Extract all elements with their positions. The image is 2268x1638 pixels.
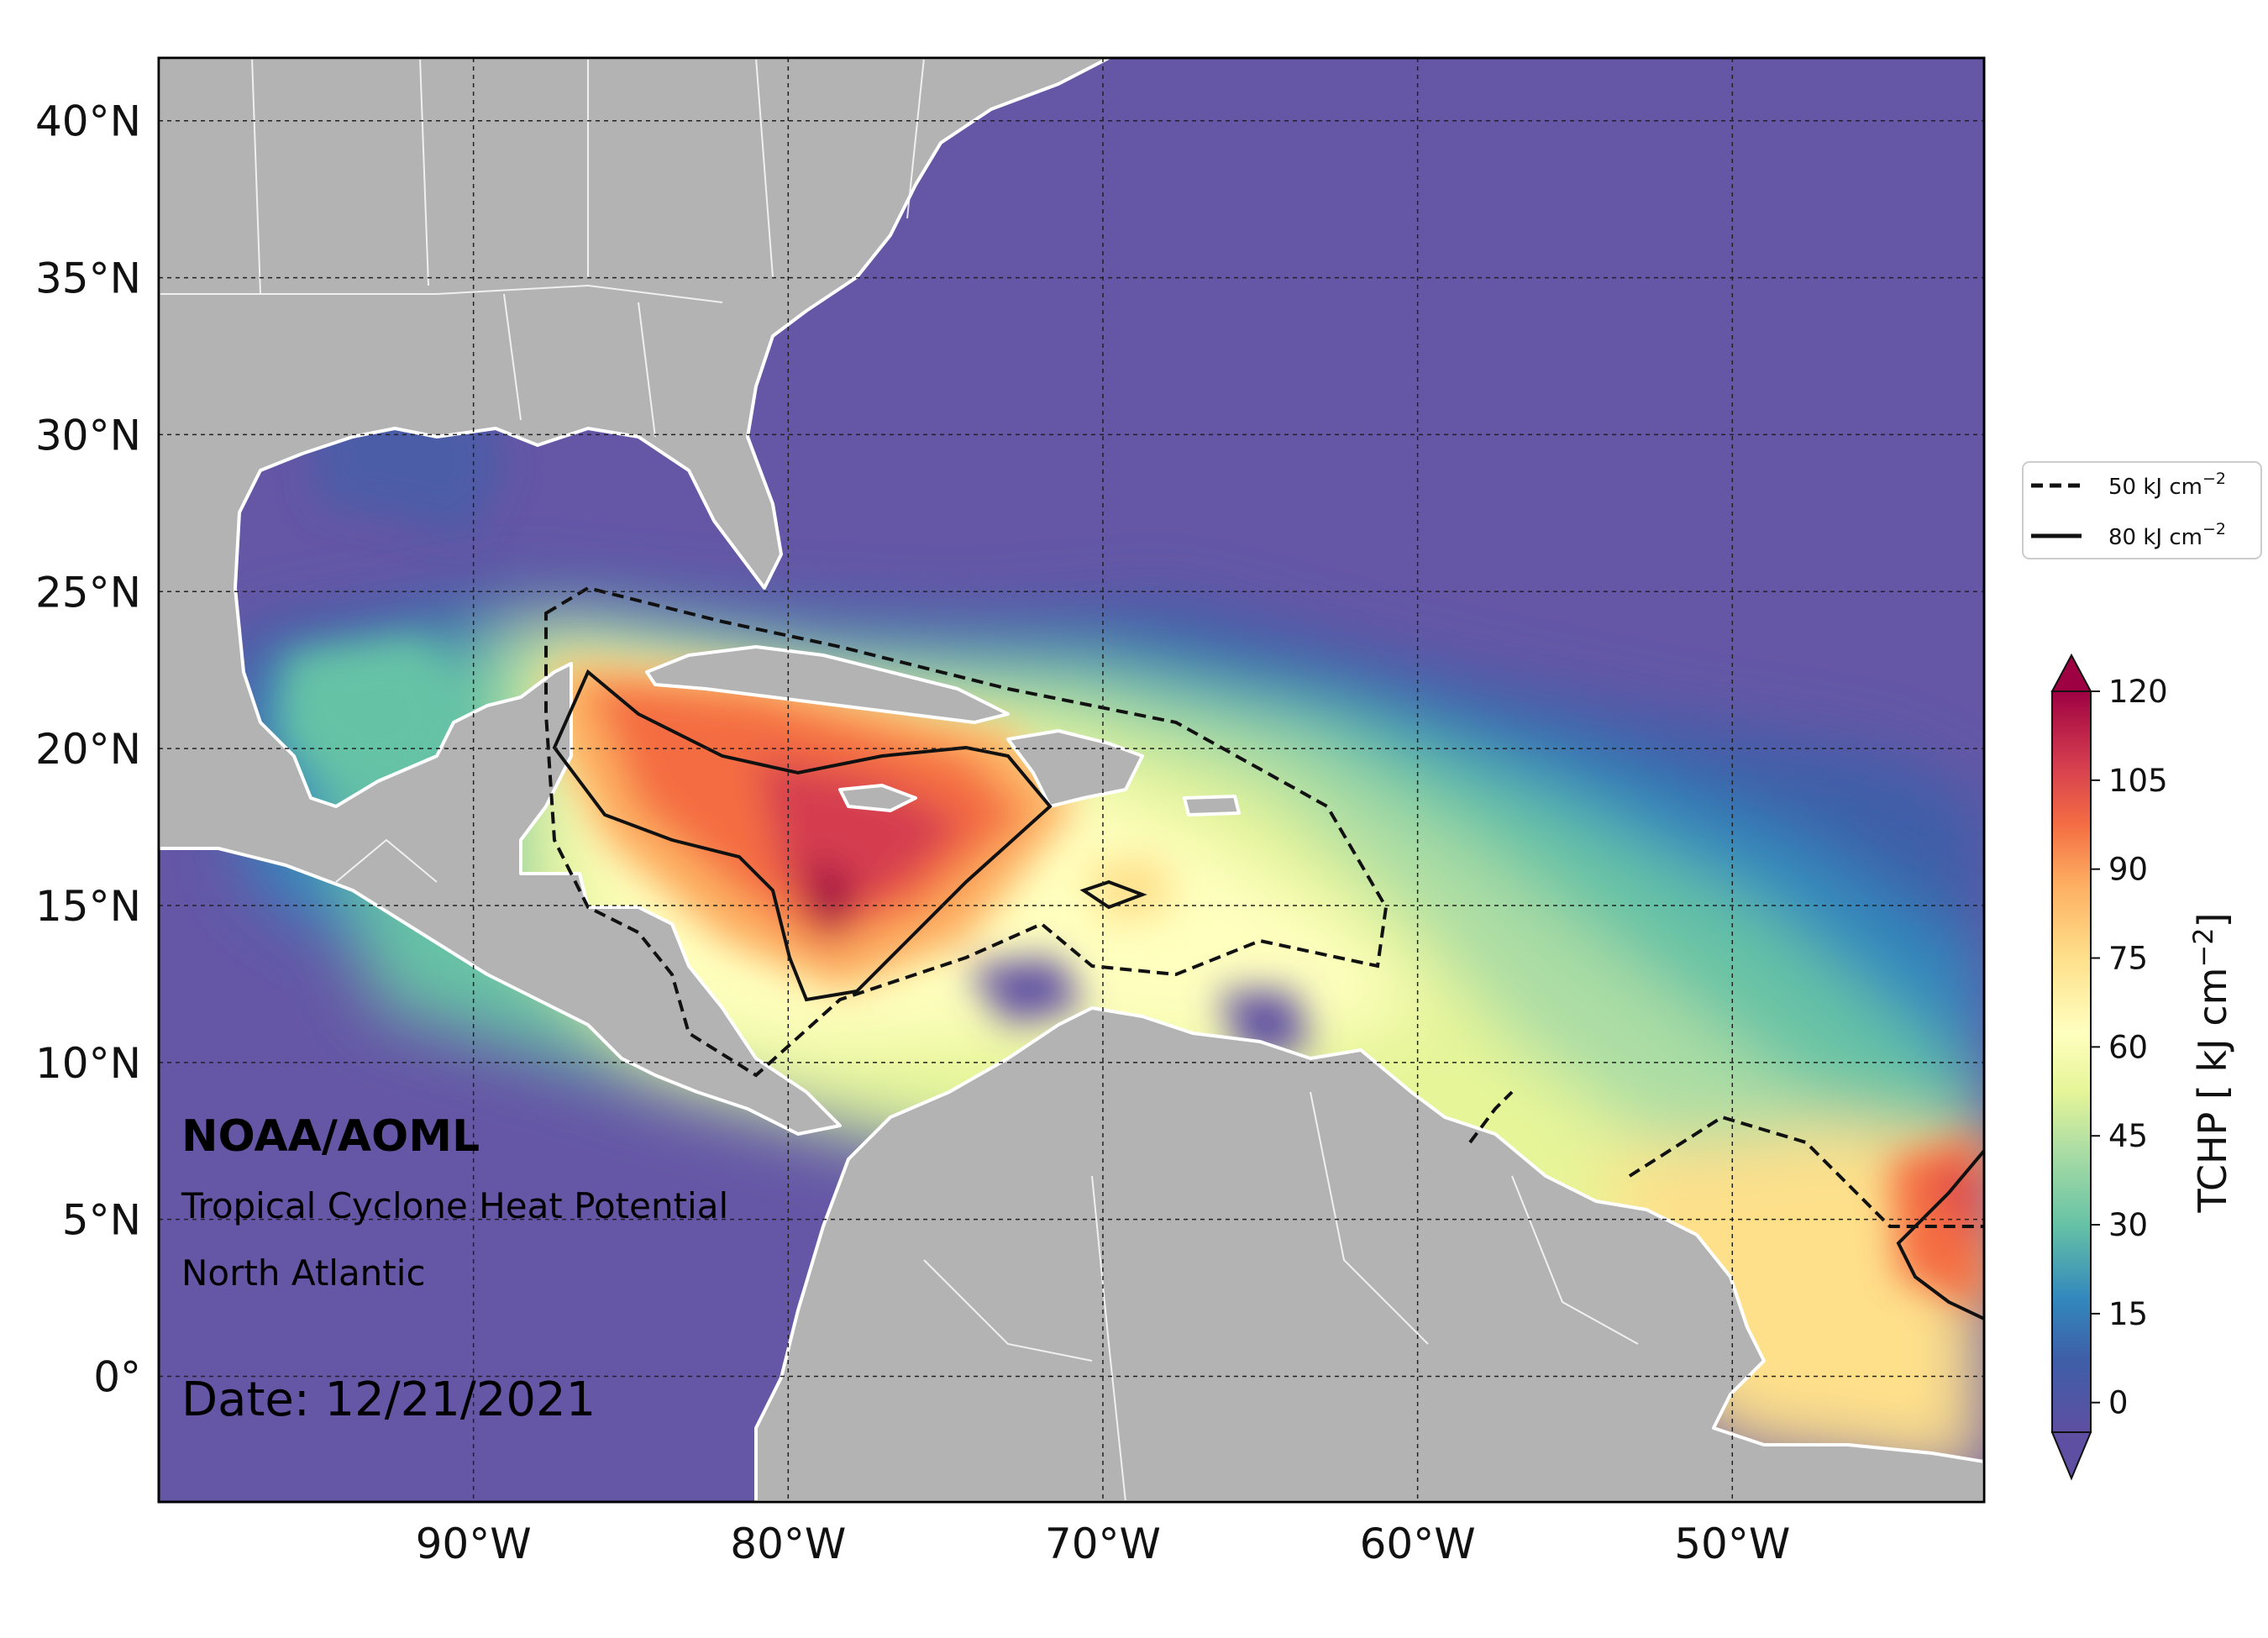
map-gridlines [159,58,1984,1502]
map-panel [159,58,1984,1502]
colorbar-tick-label: 105 [2108,763,2168,799]
colorbar-top-arrow [2050,653,2092,692]
south-america-landmass [754,1006,1984,1502]
lon-tick-label: 50°W [1674,1520,1790,1568]
colorbar-bottom-arrow [2050,1431,2092,1481]
lon-tick-label: 60°W [1360,1520,1476,1568]
contour-80-east [1896,1149,1984,1320]
lon-tick-label: 90°W [416,1520,532,1568]
latitude-ticks: 40°N 35°N 30°N 25°N 20°N 15°N 10°N 5°N 0° [35,97,141,1402]
lat-tick-label: 25°N [35,568,141,617]
annotation-date: Date: 12/21/2021 [181,1373,596,1427]
contour-80-small [1079,879,1147,910]
colorbar-ticks: 120 105 90 75 60 45 30 15 0 [2091,674,2168,1421]
contour-legend: 50 kJ cm−2 80 kJ cm−2 [2022,461,2262,559]
contour-80-caribbean [552,669,1053,1002]
colorbar-tick-label: 120 [2108,674,2168,710]
lat-tick-label: 30°N [35,411,141,459]
colorbar-tick-label: 15 [2108,1296,2148,1332]
contour-50-atlantic [1628,1115,1984,1228]
lat-tick-label: 10°N [35,1039,141,1088]
colorbar-ramp [2051,690,2092,1433]
colorbar-tick-label: 45 [2108,1118,2148,1154]
tchp-contours [544,585,1984,1320]
colorbar-tick-label: 30 [2108,1207,2148,1243]
jamaica-island [838,784,917,812]
land [159,58,1984,1502]
lat-tick-label: 15°N [35,882,141,931]
annotation-box: NOAA/AOML Tropical Cyclone Heat Potentia… [181,1111,728,1427]
colorbar-tick-label: 90 [2108,852,2148,888]
north-america-landmass [159,58,1110,1136]
colorbar-tick-label: 0 [2108,1385,2129,1421]
colorbar-tick-label: 75 [2108,941,2148,977]
lat-tick-label: 20°N [35,725,141,774]
annotation-org: NOAA/AOML [181,1111,480,1162]
lat-tick-label: 35°N [35,255,141,303]
lat-tick-label: 40°N [35,97,141,146]
contour-50-east [1468,1090,1514,1144]
hispaniola-island [1006,729,1144,808]
colorbar: 120 105 90 75 60 45 30 15 0 TCHP [ kJ cm−2] [2050,653,2235,1481]
legend-frame [2022,461,2262,559]
puerto-rico-island [1183,795,1241,816]
legend-label-50: 50 kJ cm−2 [2108,470,2226,500]
colorbar-label: TCHP [ kJ cm−2] [2187,912,2235,1213]
map-frame [157,56,1986,1504]
lon-tick-label: 70°W [1045,1520,1161,1568]
annotation-region: North Atlantic [181,1252,426,1294]
borders [159,58,1639,1502]
legend-label-80: 80 kJ cm−2 [2108,520,2226,550]
colorbar-tick-label: 60 [2108,1029,2148,1065]
contour-50-caribbean [544,585,1389,1078]
cuba-island [645,645,1010,724]
annotation-product: Tropical Cyclone Heat Potential [181,1185,728,1226]
lat-tick-label: 5°N [62,1196,141,1245]
longitude-ticks: 90°W 80°W 70°W 60°W 50°W [416,1520,1791,1568]
lat-tick-label: 0° [93,1353,141,1402]
lon-tick-label: 80°W [730,1520,846,1568]
